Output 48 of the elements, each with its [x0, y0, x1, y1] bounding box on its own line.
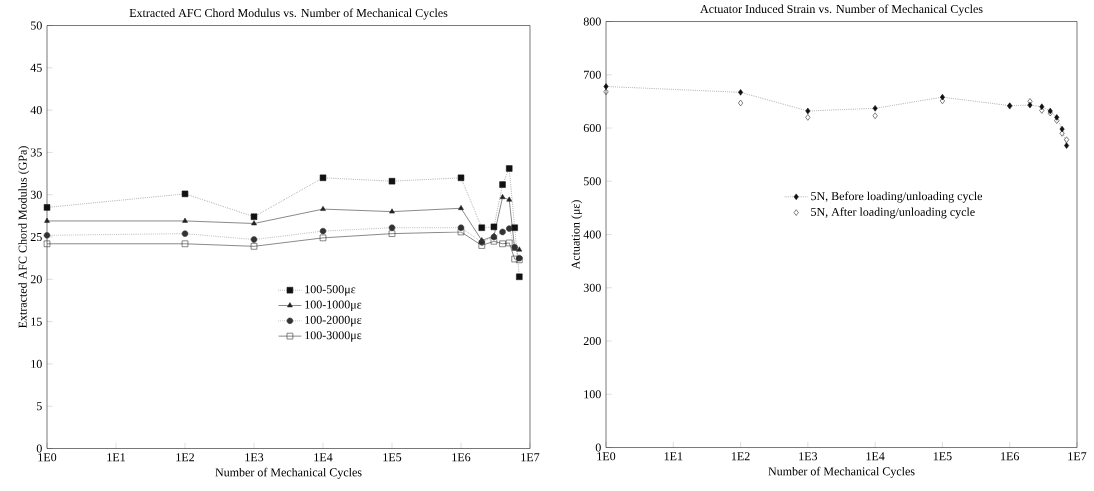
y-tick-label: 700	[584, 70, 601, 80]
x-tick-label: 1E5	[933, 452, 952, 461]
legend-label: 100-1000με	[305, 300, 362, 312]
legend-label: 100-2000με	[305, 316, 362, 327]
x-tick-label: 1E1	[664, 452, 683, 461]
y-tick-label: 5	[36, 402, 42, 411]
x-tick-label: 1E1	[107, 453, 125, 462]
y-tick-label: 50	[30, 21, 42, 30]
y-axis-title: Extracted AFC Chord Modulus (GPa)	[18, 146, 30, 329]
x-tick-label: 1E3	[799, 452, 818, 461]
legend-label: 5N, After loading/unloading cycle	[811, 207, 975, 219]
x-tick-label: 1E4	[866, 452, 885, 461]
x-tick-label: 1E7	[521, 453, 540, 462]
x-tick-label: 1E5	[383, 453, 402, 462]
y-tick-label: 15	[31, 317, 42, 326]
x-tick-label: 1E0	[38, 453, 57, 462]
legend-label: 100-3000με	[305, 331, 362, 342]
x-tick-label: 1E6	[1001, 452, 1020, 461]
y-tick-label: 35	[30, 148, 42, 157]
y-tick-label: 200	[583, 337, 601, 346]
x-tick-label: 1E4	[314, 453, 333, 462]
x-tick-label: 1E0	[597, 452, 616, 461]
chart-title: Extracted AFC Chord Modulus vs. Number of Mechanical Cycles	[129, 8, 448, 20]
y-tick-label: 100	[584, 390, 601, 399]
legend-label: 100-500με	[305, 285, 356, 296]
chart-title: Actuator Induced Strain vs. Number of Mechanical Cycles	[700, 4, 983, 16]
y-tick-label: 0	[36, 444, 42, 453]
y-axis-title: Actuation (με)	[571, 200, 583, 270]
y-tick-label: 0	[595, 443, 601, 452]
x-tick-label: 1E3	[245, 453, 264, 462]
y-tick-label: 20	[30, 275, 42, 284]
x-tick-label: 1E2	[731, 452, 750, 461]
x-tick-label: 1E6	[452, 453, 471, 462]
x-tick-label: 1E7	[1068, 452, 1087, 461]
y-tick-label: 25	[30, 233, 42, 242]
x-axis-title: Number of Mechanical Cycles	[768, 467, 915, 479]
y-tick-label: 30	[30, 190, 42, 200]
x-axis-title: Number of Mechanical Cycles	[215, 468, 362, 480]
y-tick-label: 500	[583, 177, 601, 186]
y-tick-label: 45	[30, 64, 42, 73]
y-tick-label: 400	[583, 230, 601, 239]
y-tick-label: 600	[583, 124, 601, 133]
legend-label: 5N, Before loading/unloading cycle	[811, 191, 983, 203]
y-tick-label: 40	[30, 106, 42, 115]
y-tick-label: 300	[583, 283, 601, 293]
x-tick-label: 1E2	[176, 453, 195, 462]
y-tick-label: 800	[583, 17, 601, 26]
y-tick-label: 10	[31, 360, 42, 369]
